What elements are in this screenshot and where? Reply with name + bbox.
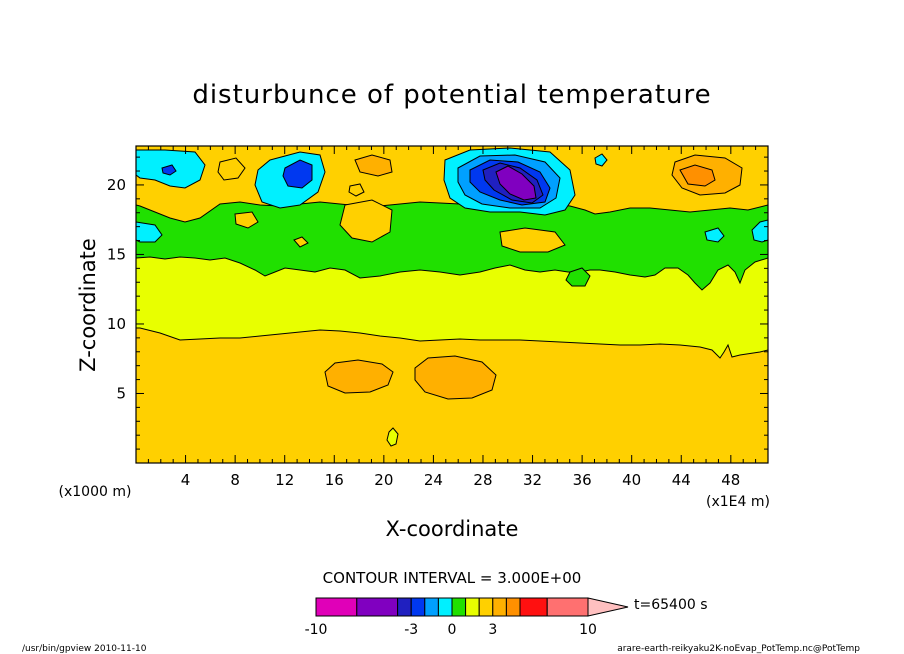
- x-tick-label: 48: [721, 471, 740, 489]
- colorbar-bin: [451, 597, 467, 617]
- x-tick-label: 32: [523, 471, 542, 489]
- x-tick-label: 44: [672, 471, 691, 489]
- colorbar-bin: [478, 597, 494, 617]
- y-tick-label: 10: [107, 315, 126, 333]
- y-tick-label: 5: [116, 384, 126, 402]
- x-axis-ticks: 4 8 12 16 20 24 28 32 36 40 44 48: [147, 146, 757, 489]
- colorbar-bin: [315, 597, 358, 617]
- x-tick-label: 40: [622, 471, 641, 489]
- x-tick-label: 16: [325, 471, 344, 489]
- footer-right: arare-earth-reikyaku2K-noEvap_PotTemp.nc…: [617, 644, 860, 654]
- contour-field: [136, 146, 768, 463]
- colorbar-bin: [519, 597, 548, 617]
- x-tick-label: 4: [181, 471, 191, 489]
- colorbar-bin: [424, 597, 439, 617]
- colorbar-tick-label: 0: [448, 622, 457, 638]
- colorbar-tick-label: 3: [488, 622, 497, 638]
- x-tick-label: 36: [573, 471, 592, 489]
- y-tick-label: 20: [107, 176, 126, 194]
- x-tick-label: 8: [230, 471, 240, 489]
- x-unit-label: (x1E4 m): [706, 494, 770, 510]
- colorbar-tick-label: -3: [404, 622, 418, 638]
- plot-frame: [135, 145, 769, 464]
- colorbar-bin: [492, 597, 507, 617]
- colorbar-bin: [437, 597, 453, 617]
- x-tick-label: 20: [374, 471, 393, 489]
- footer-left: /usr/bin/gpview 2010-11-10: [22, 644, 147, 654]
- colorbar-tick-label: -10: [305, 622, 328, 638]
- colorbar-overflow-arrow: [587, 597, 629, 617]
- time-label: t=65400 s: [634, 597, 708, 613]
- x-tick-label: 24: [424, 471, 443, 489]
- colorbar-bin: [356, 597, 399, 617]
- y-axis-ticks: 5 10 15 20: [107, 156, 768, 450]
- colorbar-bin: [505, 597, 521, 617]
- y-axis-label: Z-coordinate: [76, 238, 100, 372]
- x-tick-label: 12: [275, 471, 294, 489]
- colorbar-bin: [397, 597, 412, 617]
- y-tick-label: 15: [107, 245, 126, 263]
- contour-interval-label: CONTOUR INTERVAL = 3.000E+00: [323, 569, 582, 587]
- chart-title: disturbunce of potential temperature: [192, 80, 711, 110]
- colorbar-bin: [465, 597, 480, 617]
- y-unit-label: (x1000 m): [59, 484, 132, 500]
- colorbar-tick-label: 10: [579, 622, 597, 638]
- x-axis-label: X-coordinate: [386, 517, 519, 541]
- colorbar-bin: [546, 597, 589, 617]
- colorbar-bin: [410, 597, 426, 617]
- x-tick-label: 28: [473, 471, 492, 489]
- colorbar: -10 -3 0 3 10: [305, 597, 629, 638]
